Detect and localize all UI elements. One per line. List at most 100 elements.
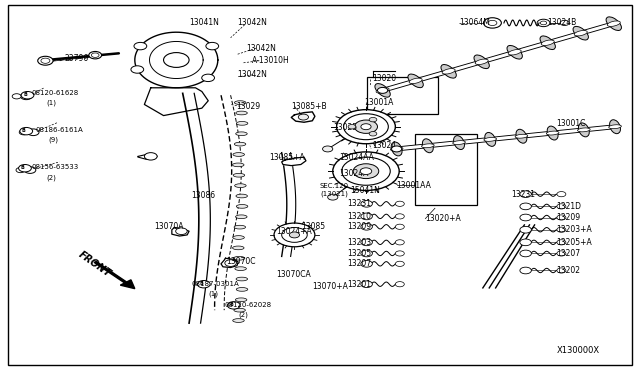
- Circle shape: [369, 118, 377, 122]
- Polygon shape: [135, 32, 218, 88]
- Circle shape: [274, 223, 315, 247]
- Ellipse shape: [233, 173, 244, 177]
- Text: 13085: 13085: [301, 222, 325, 231]
- Text: 13085+B: 13085+B: [291, 102, 327, 111]
- Circle shape: [360, 168, 372, 174]
- Circle shape: [361, 124, 371, 130]
- Ellipse shape: [375, 84, 390, 97]
- Ellipse shape: [236, 194, 248, 198]
- Text: 13070A: 13070A: [154, 222, 184, 231]
- Circle shape: [396, 224, 404, 230]
- Circle shape: [520, 227, 531, 233]
- Ellipse shape: [232, 163, 244, 167]
- Text: 13025: 13025: [333, 123, 357, 132]
- Circle shape: [28, 129, 39, 136]
- Text: 13205: 13205: [348, 249, 372, 258]
- Polygon shape: [221, 258, 238, 267]
- Circle shape: [557, 227, 566, 232]
- Ellipse shape: [408, 74, 423, 88]
- Text: 13042N: 13042N: [237, 70, 267, 79]
- Ellipse shape: [232, 246, 244, 250]
- Circle shape: [361, 201, 372, 207]
- Ellipse shape: [609, 125, 621, 129]
- Text: 13024B: 13024B: [547, 19, 577, 28]
- Ellipse shape: [507, 45, 522, 59]
- Ellipse shape: [236, 122, 248, 125]
- Text: 13231: 13231: [511, 190, 536, 199]
- Ellipse shape: [235, 267, 246, 270]
- Text: B: B: [22, 128, 26, 133]
- Text: 13001A: 13001A: [365, 98, 394, 107]
- Circle shape: [342, 157, 390, 185]
- Ellipse shape: [547, 131, 559, 135]
- Text: 13207: 13207: [556, 249, 580, 258]
- Circle shape: [323, 146, 333, 152]
- Polygon shape: [282, 157, 306, 166]
- Circle shape: [540, 21, 547, 25]
- Circle shape: [396, 214, 404, 219]
- Text: (13021): (13021): [320, 190, 348, 197]
- Ellipse shape: [409, 78, 422, 84]
- Ellipse shape: [442, 68, 455, 74]
- Text: 13070C: 13070C: [226, 257, 255, 266]
- Text: 13203+A: 13203+A: [556, 225, 592, 234]
- Circle shape: [361, 250, 372, 257]
- Ellipse shape: [484, 138, 497, 141]
- Ellipse shape: [606, 17, 621, 31]
- Text: 13020+A: 13020+A: [426, 214, 461, 223]
- Text: 13086: 13086: [191, 191, 215, 200]
- Ellipse shape: [236, 288, 248, 291]
- Text: 23796: 23796: [65, 54, 89, 62]
- Ellipse shape: [236, 215, 247, 219]
- Circle shape: [520, 203, 531, 210]
- Polygon shape: [145, 88, 208, 116]
- Text: (1): (1): [208, 291, 218, 298]
- Circle shape: [557, 240, 566, 245]
- Text: 13210: 13210: [348, 212, 371, 221]
- Circle shape: [396, 261, 404, 266]
- Circle shape: [298, 114, 308, 120]
- Circle shape: [289, 232, 300, 238]
- Circle shape: [396, 282, 404, 287]
- Ellipse shape: [234, 308, 245, 312]
- Text: A-13010H: A-13010H: [252, 56, 289, 65]
- Polygon shape: [291, 112, 315, 122]
- Ellipse shape: [547, 126, 558, 140]
- Ellipse shape: [236, 111, 247, 115]
- Circle shape: [520, 239, 531, 246]
- Ellipse shape: [422, 139, 433, 153]
- Text: 13024AA: 13024AA: [339, 153, 374, 161]
- Circle shape: [38, 56, 53, 65]
- Circle shape: [488, 20, 497, 26]
- Circle shape: [520, 191, 531, 198]
- Text: 15041N: 15041N: [351, 186, 381, 195]
- Ellipse shape: [609, 120, 621, 134]
- Circle shape: [131, 66, 144, 73]
- Polygon shape: [172, 228, 189, 236]
- Circle shape: [344, 114, 388, 140]
- Ellipse shape: [234, 256, 245, 260]
- Text: 13085+A: 13085+A: [269, 153, 305, 161]
- Text: 13042N: 13042N: [237, 19, 267, 28]
- Circle shape: [378, 87, 388, 93]
- Text: (1): (1): [47, 100, 57, 106]
- Text: 13205+A: 13205+A: [556, 238, 592, 247]
- Circle shape: [361, 281, 372, 288]
- Circle shape: [361, 224, 372, 230]
- Circle shape: [134, 42, 147, 50]
- Circle shape: [348, 125, 356, 129]
- Circle shape: [353, 164, 379, 179]
- Text: FRONT: FRONT: [77, 250, 113, 279]
- Circle shape: [557, 204, 566, 209]
- Circle shape: [396, 201, 404, 206]
- Text: B: B: [199, 281, 203, 286]
- Circle shape: [41, 58, 50, 63]
- Ellipse shape: [508, 49, 521, 55]
- Circle shape: [20, 128, 33, 135]
- Circle shape: [227, 302, 240, 309]
- Text: 13024: 13024: [372, 141, 397, 150]
- Ellipse shape: [574, 31, 588, 36]
- Circle shape: [355, 120, 378, 134]
- Circle shape: [282, 228, 307, 242]
- Circle shape: [537, 19, 550, 27]
